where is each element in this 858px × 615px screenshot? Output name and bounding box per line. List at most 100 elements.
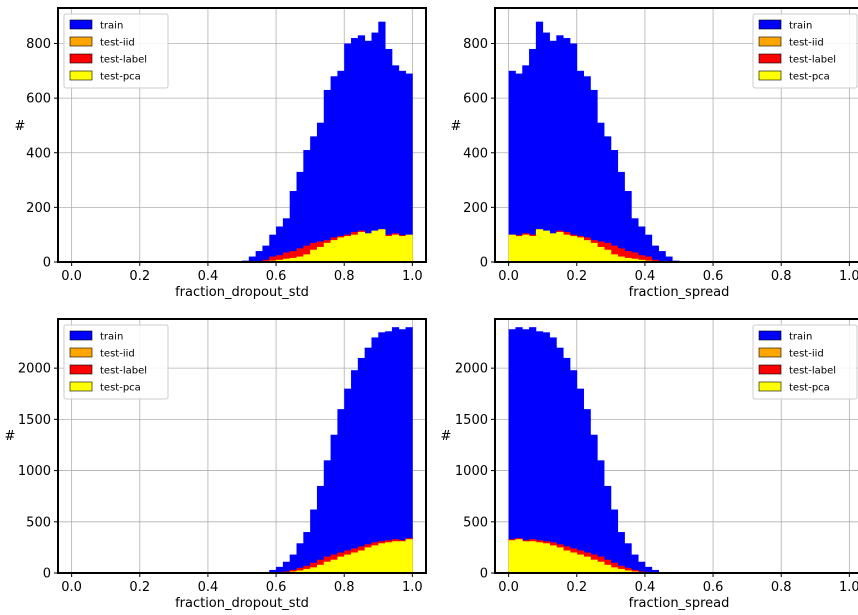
y-tick-label: 0 [43,567,51,582]
legend-swatch [759,71,781,80]
bar-train [378,332,385,573]
legend-entry: test-pca [100,383,141,394]
bar-train [331,435,338,573]
bar-test-pca [590,243,597,262]
bar-train [317,123,324,262]
bar-train [392,65,399,262]
bar-test-pca [543,543,550,573]
bar-test-pca [522,235,529,262]
legend-entry: test-pca [789,72,830,83]
legend-entry: test-label [100,55,147,66]
legend-swatch [70,331,92,340]
bar-test-pca [392,235,399,262]
x-tick-label: 1.0 [839,269,858,284]
x-tick-label: 0.2 [129,580,150,595]
legend-entry: test-label [100,366,147,377]
x-tick-label: 0.4 [198,580,219,595]
bar-test-pca [597,562,604,573]
bar-test-pca [597,247,604,262]
bar-train [570,44,577,262]
bar-test-pca [509,235,516,262]
bar-test-pca [509,540,516,573]
bar-test-pca [392,541,399,573]
bar-train [365,41,372,262]
bar-train [337,409,344,573]
y-tick-label: 400 [463,146,488,161]
bar-test-pca [324,562,331,573]
legend-entry: test-pca [789,383,830,394]
bar-test-pca [303,254,310,262]
bar-test-pca [522,541,529,573]
legend-swatch [759,54,781,63]
bar-train [659,251,666,262]
x-tick-label: 0.6 [266,269,287,284]
bar-test-pca [378,229,385,262]
x-tick-label: 0.2 [129,269,150,284]
bar-test-pca [365,547,372,573]
bar-train [563,358,570,573]
bar-train [543,332,550,573]
x-tick-label: 1.0 [839,580,858,595]
bar-test-pca [351,235,358,262]
bar-train [522,329,529,573]
bar-test-pca [399,541,406,573]
legend-swatch [70,20,92,29]
x-axis-label: fraction_spread [629,596,730,611]
bar-test-pca [365,233,372,262]
y-tick-label: 600 [26,92,51,107]
legend-entry: test-pca [100,72,141,83]
bar-test-pca [344,555,351,573]
legend-entry: train [100,332,123,343]
legend-swatch [70,365,92,374]
x-tick-label: 0.4 [198,269,219,284]
x-tick-label: 1.0 [402,580,423,595]
y-tick-label: 400 [26,146,51,161]
bar-test-pca [556,547,563,573]
bar-test-pca [406,235,413,262]
bar-train [536,22,543,262]
bar-train [371,33,378,262]
bar-test-pca [358,550,365,573]
bar-test-pca [604,565,611,573]
bar-test-pca [371,231,378,262]
x-tick-label: 1.0 [402,269,423,284]
bar-train [371,337,378,573]
bar-test-pca [536,542,543,573]
bar-train [529,49,536,262]
legend-swatch [70,382,92,391]
x-tick-label: 0.4 [635,580,656,595]
bar-test-pca [543,231,550,262]
legend-swatch [759,365,781,374]
bar-test-pca [529,541,536,573]
bar-train [324,90,331,262]
bar-test-pca [310,250,317,262]
bar-test-pca [577,555,584,573]
y-tick-label: 1000 [455,464,488,479]
y-tick-label: 0 [43,256,51,271]
bar-train [399,71,406,262]
bar-train [378,22,385,262]
bar-test-pca [399,236,406,262]
bar-train [365,348,372,573]
bar-train [283,562,290,573]
bar-train [399,329,406,573]
y-tick-label: 200 [26,201,51,216]
y-axis-label: # [451,119,462,134]
x-tick-label: 0.0 [61,580,82,595]
bar-test-pca [331,560,338,573]
legend-swatch [759,348,781,357]
bar-train [597,460,604,573]
bar-train [351,370,358,573]
bar-train [570,370,577,573]
legend-swatch [759,20,781,29]
bar-test-pca [406,539,413,573]
bar-train [262,246,269,262]
bar-train [344,44,351,262]
legend-swatch [70,37,92,46]
bar-test-pca [371,545,378,573]
